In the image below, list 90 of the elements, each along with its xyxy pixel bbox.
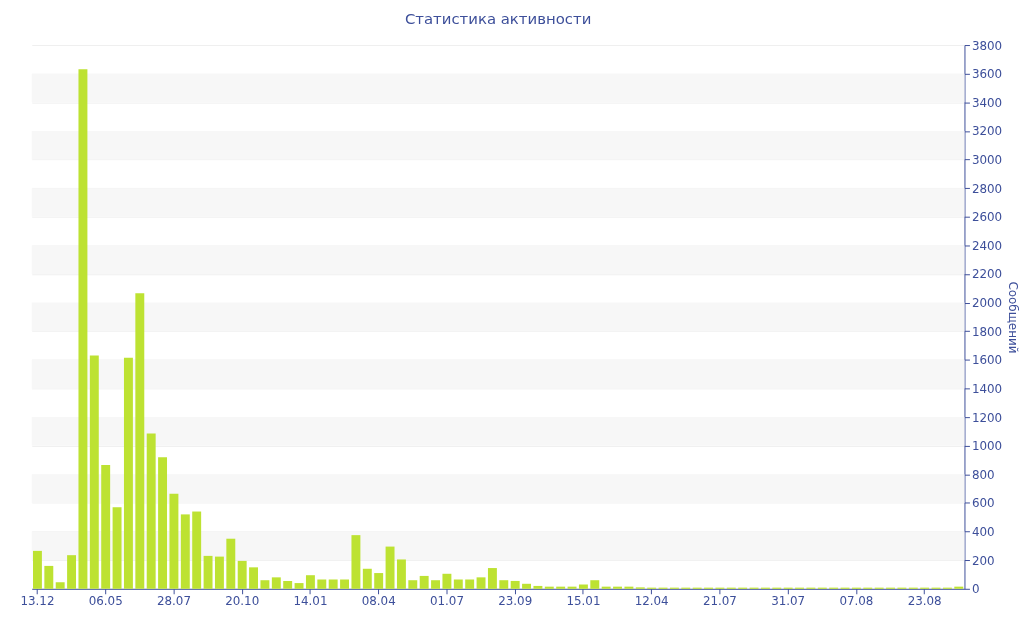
y-tick-label: 1600	[971, 353, 1003, 368]
bar	[396, 559, 406, 589]
x-tick-label: 31.07	[771, 594, 806, 609]
x-tick-label: 23.08	[907, 594, 942, 609]
bar	[613, 586, 623, 589]
bar	[385, 546, 395, 589]
bar	[624, 586, 634, 589]
y-tick-label: 3400	[971, 95, 1003, 110]
y-tick-label: 1800	[971, 324, 1003, 339]
y-tick-label: 2800	[971, 181, 1003, 196]
x-tick-label: 12.04	[634, 594, 669, 609]
y-tick-label: 2600	[971, 210, 1003, 225]
x-tick-label: 28.07	[156, 594, 191, 609]
y-tick-label: 0	[971, 582, 980, 597]
bar	[328, 579, 338, 589]
y-tick-label: 1200	[971, 410, 1003, 425]
bar	[476, 577, 486, 589]
x-tick-label: 08.04	[361, 594, 396, 609]
bar	[431, 580, 441, 589]
bar	[260, 580, 270, 589]
bar	[237, 560, 247, 589]
bar	[567, 586, 577, 589]
y-tick-label: 800	[971, 467, 995, 482]
y-tick-label: 3000	[971, 152, 1003, 167]
bar	[214, 556, 224, 589]
y-tick-label: 400	[971, 525, 995, 540]
bar	[123, 357, 133, 589]
bar	[169, 493, 179, 589]
bar	[226, 538, 236, 589]
bar	[544, 586, 554, 589]
bar	[203, 555, 213, 589]
bar	[351, 535, 361, 589]
y-tick-label: 2200	[971, 267, 1003, 282]
x-tick-label: 01.07	[429, 594, 464, 609]
bar	[590, 580, 600, 589]
y-tick-label: 600	[971, 496, 995, 511]
x-tick-label: 21.07	[702, 594, 737, 609]
bar	[271, 577, 281, 589]
x-tick-label: 15.01	[566, 594, 601, 609]
bar	[487, 568, 497, 589]
x-tick-label: 14.01	[293, 594, 328, 609]
bar	[340, 579, 350, 589]
bar	[453, 579, 463, 589]
bar	[135, 293, 145, 589]
y-tick-label: 2000	[971, 296, 1003, 311]
y-tick-label: 1000	[971, 439, 1003, 454]
bar	[283, 580, 293, 589]
x-tick-label: 23.09	[498, 594, 533, 609]
y-tick-label: 2400	[971, 238, 1003, 253]
chart-title: Статистика активности	[404, 10, 592, 29]
bar	[305, 575, 315, 589]
bar	[294, 583, 304, 589]
bar	[78, 69, 88, 589]
y-tick-label: 3600	[971, 67, 1003, 82]
bar	[89, 355, 99, 589]
bar	[465, 579, 475, 589]
x-tick-label: 06.05	[88, 594, 123, 609]
bar	[158, 457, 168, 589]
y-tick-label: 200	[971, 553, 995, 568]
bar	[192, 511, 202, 589]
bar	[499, 580, 509, 589]
bar	[180, 514, 190, 589]
bar	[101, 465, 111, 589]
bar	[601, 586, 611, 589]
bar	[556, 586, 566, 589]
bar	[954, 586, 964, 589]
bar	[362, 568, 372, 589]
bar	[317, 579, 327, 589]
bar	[374, 573, 384, 589]
bar	[249, 567, 259, 589]
bar	[112, 507, 122, 589]
bar	[442, 573, 452, 589]
bar	[44, 565, 54, 589]
y-tick-label: 3200	[971, 124, 1003, 139]
bar	[419, 575, 429, 589]
bar	[146, 433, 156, 589]
y-tick-label: 1400	[971, 381, 1003, 396]
x-tick-label: 07.08	[839, 594, 874, 609]
x-tick-label: 13.12	[20, 594, 55, 609]
bar	[510, 580, 520, 589]
x-tick-label: 20.10	[225, 594, 260, 609]
bar	[67, 555, 77, 589]
y-tick-label: 3800	[971, 38, 1003, 53]
bar	[32, 550, 42, 589]
bar	[55, 582, 65, 589]
bar	[533, 585, 543, 589]
bar	[578, 584, 588, 589]
bar	[408, 580, 418, 589]
y-axis-title: Сообщений	[1006, 281, 1021, 354]
bar	[522, 583, 532, 589]
